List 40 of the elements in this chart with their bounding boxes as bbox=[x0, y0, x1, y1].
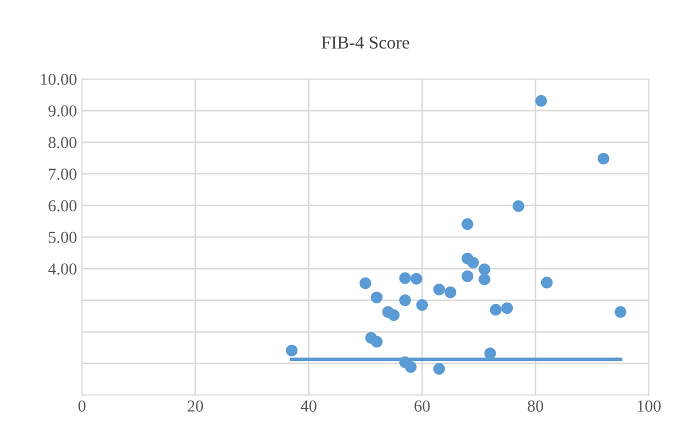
point bbox=[478, 274, 490, 286]
point bbox=[433, 284, 445, 296]
x-tick-label: 40 bbox=[300, 400, 316, 412]
point bbox=[444, 286, 456, 298]
y-tick-label: 7.00 bbox=[49, 168, 76, 180]
point bbox=[399, 294, 411, 306]
y-tick-label: 10.00 bbox=[41, 74, 76, 86]
point bbox=[370, 292, 383, 304]
point bbox=[501, 302, 513, 314]
point bbox=[360, 277, 372, 290]
x-tick-label: 100 bbox=[638, 400, 661, 412]
point bbox=[462, 270, 474, 282]
point bbox=[404, 361, 417, 373]
point bbox=[416, 299, 428, 311]
point bbox=[410, 272, 422, 285]
point bbox=[388, 309, 400, 321]
x-tick-label: 20 bbox=[188, 400, 204, 412]
point bbox=[462, 218, 474, 230]
point bbox=[540, 276, 553, 288]
x-tick-label: 60 bbox=[414, 400, 430, 412]
point bbox=[286, 344, 298, 356]
point bbox=[614, 306, 626, 318]
y-tick-label: 6.00 bbox=[48, 200, 76, 212]
point bbox=[484, 348, 496, 360]
y-tick-label: 8.00 bbox=[48, 136, 76, 148]
x-tick-label: 80 bbox=[528, 400, 544, 412]
point bbox=[478, 263, 490, 276]
point bbox=[467, 256, 479, 269]
point bbox=[598, 152, 610, 165]
chart-title: FIB-4 Score bbox=[322, 36, 410, 49]
y-tick-label: 9.00 bbox=[48, 105, 76, 117]
point bbox=[535, 94, 547, 107]
y-tick-label: 5.00 bbox=[48, 232, 76, 244]
y-tick-label: 4.00 bbox=[48, 263, 76, 275]
x-tick-label: 0 bbox=[78, 400, 86, 412]
point bbox=[490, 304, 502, 316]
point bbox=[399, 272, 411, 284]
point bbox=[370, 336, 383, 348]
point bbox=[512, 200, 524, 212]
point bbox=[433, 363, 445, 375]
